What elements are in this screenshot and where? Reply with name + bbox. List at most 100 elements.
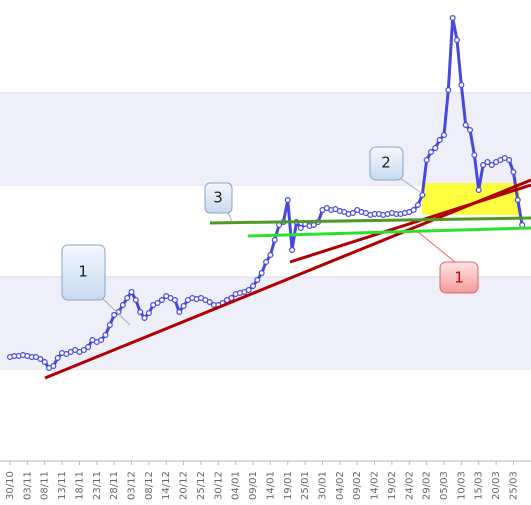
x-labels: 30/10 03/11 08/11 13/11 18/11 23/11 28/11 03/12… xyxy=(5,461,519,500)
callout xyxy=(369,146,404,181)
callout-pointer xyxy=(99,295,131,326)
x-tick-label: 30/10 xyxy=(5,471,16,500)
data-point xyxy=(98,337,105,344)
x-tick-label: 03/11 xyxy=(22,471,33,500)
callout-pointer xyxy=(227,211,233,223)
data-point xyxy=(141,315,148,322)
data-point xyxy=(454,36,461,43)
callout-pointer xyxy=(417,231,456,263)
data-point xyxy=(245,287,252,294)
data-point xyxy=(289,247,296,254)
series xyxy=(6,15,526,372)
callout-label: 3 xyxy=(213,189,223,207)
x-tick-label: 30/12 xyxy=(213,471,224,500)
data-point xyxy=(206,299,213,306)
x-tick-label: 24/02 xyxy=(404,471,415,500)
x-tick-label: 04/01 xyxy=(231,471,242,500)
data-point xyxy=(171,297,178,304)
data-point xyxy=(267,252,274,259)
x-tick-label: 19/01 xyxy=(283,471,294,500)
support-line xyxy=(209,216,531,225)
grid-band xyxy=(0,93,531,185)
callout xyxy=(204,182,233,214)
data-point xyxy=(475,187,482,194)
data-point xyxy=(176,309,183,316)
x-tick-label: 19/02 xyxy=(387,471,398,500)
data-point xyxy=(480,162,487,169)
support-line xyxy=(247,226,531,238)
callout-label: 2 xyxy=(381,154,391,172)
data-point xyxy=(271,237,278,244)
data-point xyxy=(111,312,118,319)
callout xyxy=(439,261,479,294)
data-point xyxy=(180,303,187,310)
data-point xyxy=(154,300,161,307)
x-tick-label: 08/11 xyxy=(40,471,51,500)
data-point xyxy=(471,152,478,159)
x-tick-label: 25/01 xyxy=(300,471,311,500)
data-point xyxy=(445,86,452,93)
x-tick-label: 29/02 xyxy=(422,471,433,500)
data-point xyxy=(37,356,44,363)
data-point xyxy=(158,297,165,304)
x-tick-label: 09/01 xyxy=(248,471,259,500)
data-point xyxy=(506,157,513,164)
data-point xyxy=(41,359,48,366)
data-point xyxy=(414,202,421,209)
x-tick-label: 03/12 xyxy=(127,471,138,500)
x-tick-label: 28/11 xyxy=(109,471,120,500)
data-point xyxy=(427,149,434,156)
data-point xyxy=(124,295,131,302)
data-point xyxy=(132,297,139,304)
x-tick-label: 25/12 xyxy=(196,471,207,500)
data-point xyxy=(80,347,87,354)
x-tick-label: 20/12 xyxy=(179,471,190,500)
data-point xyxy=(284,197,291,204)
data-point xyxy=(250,283,257,290)
highlight-zone xyxy=(422,183,520,215)
data-point xyxy=(410,207,417,214)
x-tick-label: 14/02 xyxy=(370,471,381,500)
data-point xyxy=(441,132,448,139)
x-tick-label: 25/03 xyxy=(508,471,519,500)
data-point xyxy=(102,332,109,339)
data-point xyxy=(106,322,113,329)
data-point xyxy=(54,355,61,362)
data-point xyxy=(467,126,474,133)
data-point xyxy=(519,222,526,229)
data-point xyxy=(449,15,456,22)
data-point xyxy=(263,259,270,266)
callout-pointer xyxy=(399,177,421,193)
callout-label: 1 xyxy=(78,263,88,281)
data-point xyxy=(258,270,265,277)
x-tick-label: 23/11 xyxy=(92,471,103,500)
data-point xyxy=(432,145,439,152)
callout-label: 1 xyxy=(454,269,464,287)
x-tick-label: 30/01 xyxy=(317,471,328,500)
data-point xyxy=(254,277,261,284)
data-point xyxy=(423,157,430,164)
data-point xyxy=(484,159,491,166)
data-point xyxy=(228,295,235,302)
x-tick-label: 05/03 xyxy=(439,471,450,500)
data-point xyxy=(137,309,144,316)
x-tick-label: 13/11 xyxy=(57,471,68,500)
x-tick-label: 15/03 xyxy=(474,471,485,500)
x-tick-label: 08/12 xyxy=(144,471,155,500)
x-tick-label: 14/12 xyxy=(161,471,172,500)
data-point xyxy=(119,302,126,309)
data-point xyxy=(458,81,465,88)
x-tick-label: 18/11 xyxy=(74,471,85,500)
data-point xyxy=(128,289,135,296)
data-point xyxy=(436,137,443,144)
x-tick-label: 10/03 xyxy=(456,471,467,500)
data-point xyxy=(297,225,304,232)
x-tick-label: 20/03 xyxy=(491,471,502,500)
data-point xyxy=(514,197,521,204)
x-tick-label: 09/02 xyxy=(352,471,363,500)
data-point xyxy=(50,363,57,370)
data-point xyxy=(349,210,356,217)
data-point xyxy=(419,192,426,199)
data-point xyxy=(488,162,495,169)
